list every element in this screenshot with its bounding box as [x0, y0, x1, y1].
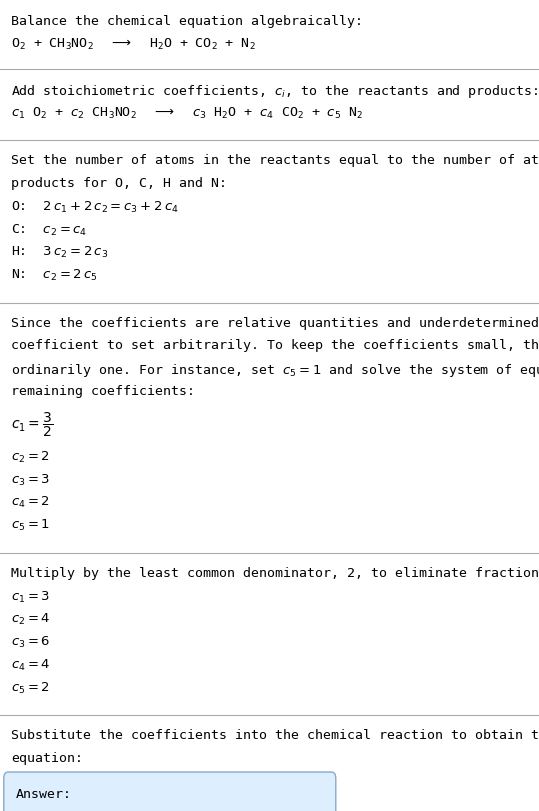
Text: $c_3 = 3$: $c_3 = 3$: [11, 472, 50, 487]
Text: Multiply by the least common denominator, 2, to eliminate fractional coefficient: Multiply by the least common denominator…: [11, 566, 539, 579]
Text: $c_3 = 6$: $c_3 = 6$: [11, 634, 50, 650]
Text: Substitute the coefficients into the chemical reaction to obtain the balanced: Substitute the coefficients into the che…: [11, 728, 539, 741]
Text: $c_5 = 2$: $c_5 = 2$: [11, 680, 50, 695]
Text: ordinarily one. For instance, set $c_5 = 1$ and solve the system of equations fo: ordinarily one. For instance, set $c_5 =…: [11, 362, 539, 379]
Text: H:  $3\,c_2 = 2\,c_3$: H: $3\,c_2 = 2\,c_3$: [11, 245, 108, 260]
Text: N:  $c_2 = 2\,c_5$: N: $c_2 = 2\,c_5$: [11, 268, 98, 283]
Text: $\mathdefault{O_2}$ + $\mathdefault{CH_3NO_2}$  $\longrightarrow$  $\mathdefault: $\mathdefault{O_2}$ + $\mathdefault{CH_3…: [11, 37, 255, 53]
Text: $c_1 = 3$: $c_1 = 3$: [11, 589, 50, 604]
Text: $c_4 = 2$: $c_4 = 2$: [11, 495, 50, 510]
Text: $c_2 = 4$: $c_2 = 4$: [11, 611, 50, 627]
FancyBboxPatch shape: [4, 772, 336, 811]
Text: $c_4 = 4$: $c_4 = 4$: [11, 657, 50, 672]
Text: $c_1 = \dfrac{3}{2}$: $c_1 = \dfrac{3}{2}$: [11, 410, 53, 439]
Text: C:  $c_2 = c_4$: C: $c_2 = c_4$: [11, 222, 87, 238]
Text: O:  $2\,c_1 + 2\,c_2 = c_3 + 2\,c_4$: O: $2\,c_1 + 2\,c_2 = c_3 + 2\,c_4$: [11, 200, 178, 215]
Text: $c_1$ $\mathdefault{O_2}$ + $c_2$ $\mathdefault{CH_3NO_2}$  $\longrightarrow$  $: $c_1$ $\mathdefault{O_2}$ + $c_2$ $\math…: [11, 105, 363, 121]
Text: Balance the chemical equation algebraically:: Balance the chemical equation algebraica…: [11, 15, 363, 28]
Text: coefficient to set arbitrarily. To keep the coefficients small, the arbitrary va: coefficient to set arbitrarily. To keep …: [11, 339, 539, 352]
Text: Since the coefficients are relative quantities and underdetermined, choose a: Since the coefficients are relative quan…: [11, 316, 539, 329]
Text: Set the number of atoms in the reactants equal to the number of atoms in the: Set the number of atoms in the reactants…: [11, 154, 539, 167]
Text: equation:: equation:: [11, 751, 83, 764]
Text: $c_5 = 1$: $c_5 = 1$: [11, 517, 50, 533]
Text: Answer:: Answer:: [16, 787, 72, 800]
Text: Add stoichiometric coefficients, $c_i$, to the reactants and products:: Add stoichiometric coefficients, $c_i$, …: [11, 83, 538, 100]
Text: products for O, C, H and N:: products for O, C, H and N:: [11, 177, 227, 190]
Text: remaining coefficients:: remaining coefficients:: [11, 384, 195, 397]
Text: $c_2 = 2$: $c_2 = 2$: [11, 449, 50, 465]
